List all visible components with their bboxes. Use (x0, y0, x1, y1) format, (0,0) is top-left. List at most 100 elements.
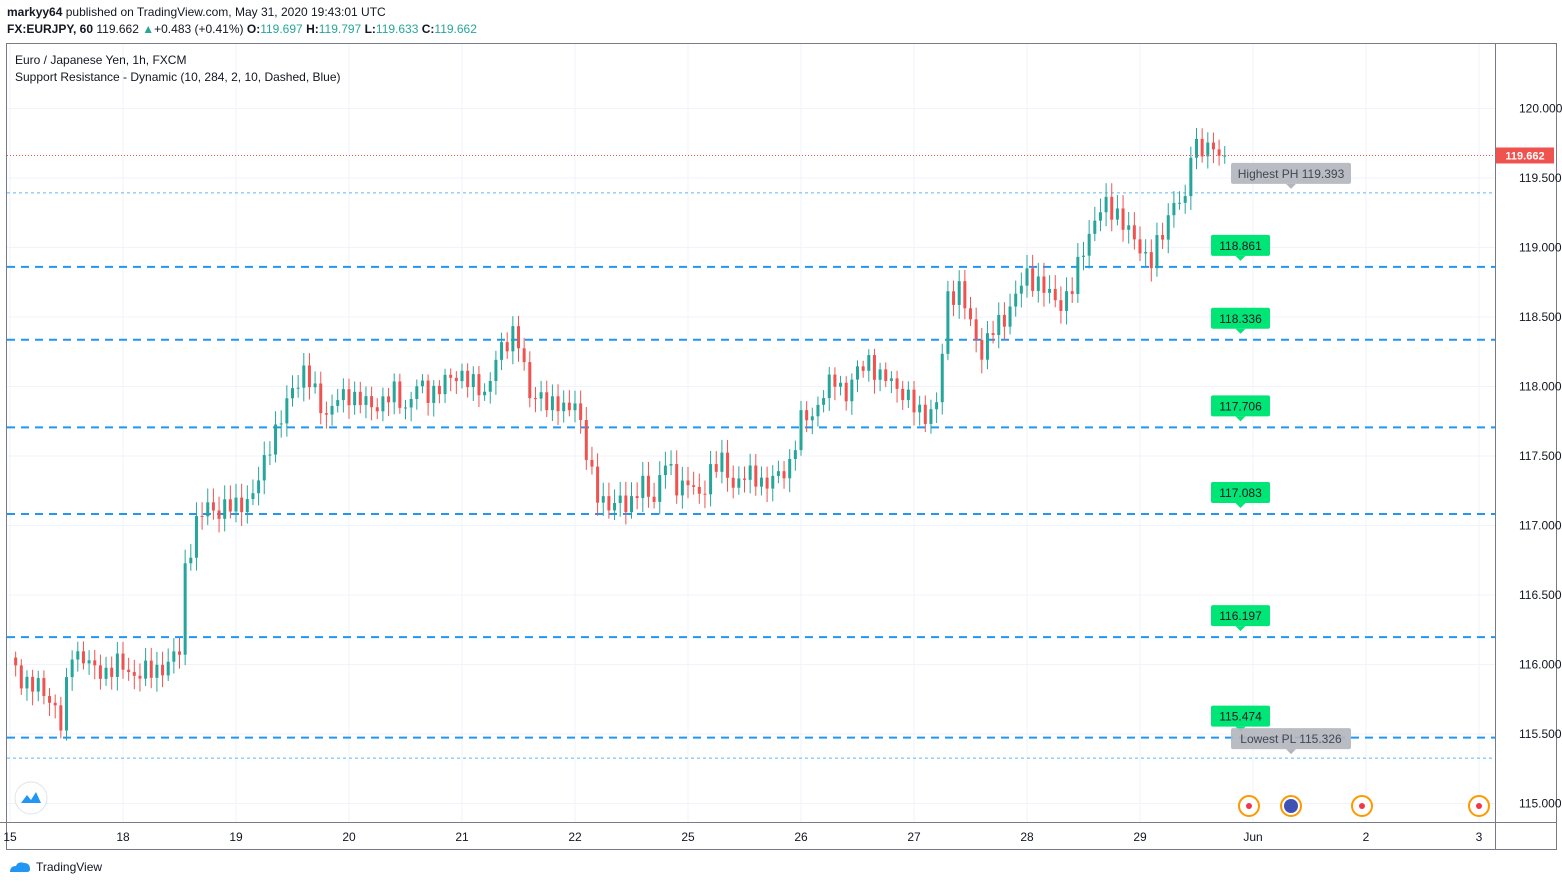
event-dot (1476, 803, 1482, 809)
candle-body (850, 379, 854, 402)
candle-body (1155, 235, 1159, 269)
candle-body (166, 661, 170, 676)
candle-body (121, 653, 125, 670)
economic-event-icon[interactable] (1468, 795, 1490, 817)
economic-event-icon[interactable] (1238, 795, 1260, 817)
candle-body (929, 409, 933, 424)
current-price-tag-box (1496, 147, 1554, 164)
candle-body (833, 374, 837, 387)
candle-body (381, 396, 385, 412)
candle-body (19, 665, 23, 689)
candle-body (1008, 306, 1012, 327)
candle-body (912, 389, 916, 413)
candle-body (562, 402, 566, 412)
candle-body (31, 676, 35, 692)
candle-body (884, 369, 888, 381)
candle-body (494, 359, 498, 382)
candle-body (810, 416, 814, 421)
price-tick-label: 120.000 (1519, 102, 1562, 116)
candle-body (319, 383, 323, 414)
candle-body (420, 380, 424, 387)
level-label-pointer (1235, 328, 1246, 334)
candle-body (262, 455, 266, 481)
candle-body (765, 477, 769, 489)
ohlc-bar: FX:EURJPY, 60 119.662 ▲+0.483 (+0.41%) O… (7, 22, 477, 36)
candle-body (387, 396, 391, 403)
candle-body (404, 407, 407, 409)
candle-body (1172, 203, 1176, 216)
time-tick-label: Jun (1243, 830, 1262, 844)
indicator-legend[interactable]: Support Resistance - Dynamic (10, 284, 2… (15, 70, 341, 84)
price-tick-label: 116.000 (1519, 658, 1562, 672)
candle-body (709, 464, 713, 495)
candle-body (358, 391, 362, 405)
tradingview-cloud-icon (10, 862, 30, 872)
candle-body (601, 496, 605, 503)
candle-body (731, 477, 735, 488)
event-markers[interactable] (1238, 795, 1490, 817)
candle-body (307, 365, 311, 388)
candle-body (579, 403, 583, 421)
candle-body (1121, 208, 1125, 230)
candle-body (454, 377, 458, 382)
candle-body (511, 326, 515, 352)
candle-body (110, 667, 114, 677)
candle-body (816, 404, 820, 417)
candle-body (409, 398, 413, 408)
candle-body (279, 423, 283, 425)
candle-body (607, 496, 611, 511)
candle-body (646, 475, 650, 497)
candle-body (449, 374, 453, 378)
candle-body (460, 370, 464, 382)
candle-body (652, 496, 656, 502)
candle-body (1048, 288, 1052, 293)
candle-body (895, 378, 899, 389)
candle-body (65, 677, 68, 731)
candle-body (1110, 196, 1114, 220)
time-axis[interactable]: 15 18 19 20 21 22 25 26 27 28 29 Jun 2 3 (3, 830, 1482, 844)
chart-legend: Euro / Japanese Yen, 1h, FXCM Support Re… (15, 53, 341, 84)
level-label-pointer (1235, 502, 1246, 508)
candle-body (93, 660, 97, 666)
candle-body (194, 515, 198, 558)
candle-body (697, 486, 701, 494)
price-axis[interactable]: 115.000 115.500 116.000 116.500 117.000 117.5… (1519, 102, 1562, 811)
candle-body (522, 348, 526, 363)
level-label-text: 118.336 (1219, 312, 1262, 326)
candle-body (375, 407, 379, 412)
time-tick-label: 27 (907, 830, 921, 844)
price-tick-label: 119.500 (1519, 171, 1562, 185)
candle-body (1144, 252, 1148, 254)
candle-body (324, 413, 328, 415)
time-tick-label: 21 (455, 830, 469, 844)
publisher-name[interactable]: markyy64 (7, 5, 63, 19)
candle-body (200, 515, 204, 517)
time-tick-label: 20 (342, 830, 356, 844)
candle-body (703, 493, 707, 495)
candle-body (87, 660, 91, 664)
candle-body (183, 563, 187, 655)
extreme-label-pointer (1286, 183, 1296, 189)
event-dot (1359, 803, 1365, 809)
eu-flag-event-icon[interactable] (1280, 795, 1302, 817)
candle-body (754, 465, 758, 487)
candle-body (726, 452, 730, 478)
support-resistance-levels (7, 192, 1495, 759)
economic-event-icon[interactable] (1351, 795, 1373, 817)
time-tick-label: 15 (3, 830, 17, 844)
current-price-tag: 119.662 (1496, 147, 1554, 164)
level-label-box (1211, 605, 1270, 627)
candle-body (1217, 149, 1221, 156)
candle-body (952, 291, 956, 305)
candle-body (1025, 268, 1029, 286)
candle-body (296, 387, 300, 389)
tradingview-logo-icon[interactable] (14, 781, 48, 815)
candle-body (556, 396, 560, 412)
change-arrow-icon: ▲ (142, 22, 155, 36)
close-label: C: (421, 22, 435, 36)
level-label-text: 118.861 (1219, 239, 1262, 253)
footer-brand[interactable]: TradingView (8, 860, 102, 874)
candlestick-series (14, 128, 1227, 741)
candle-body (1149, 252, 1153, 269)
